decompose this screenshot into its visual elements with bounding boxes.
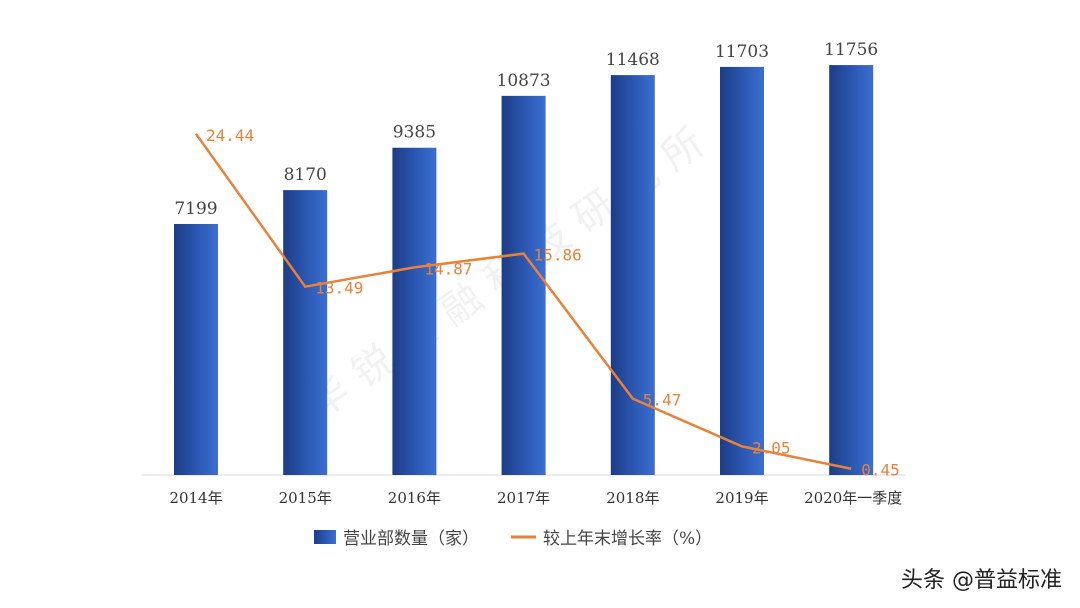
bar-value-label: 10873 (497, 71, 551, 91)
line-value-label: 14.87 (424, 259, 472, 278)
bar (174, 223, 218, 475)
bar-value-label: 9385 (393, 123, 436, 143)
legend-bar-label: 营业部数量（家） (343, 529, 479, 549)
x-tick-label: 2015年 (279, 489, 332, 507)
line-value-label: 5.47 (643, 391, 682, 410)
legend-line-label: 较上年末增长率（%） (543, 529, 712, 549)
bar-value-label: 7199 (174, 199, 217, 219)
bar (283, 190, 328, 475)
bar (720, 66, 764, 476)
x-tick-label: 2016年 (388, 489, 441, 507)
bar-value-label: 11703 (715, 42, 769, 62)
x-tick-label: 2018年 (606, 489, 659, 507)
line-value-label: 13.49 (315, 279, 363, 298)
x-tick-label: 2019年 (715, 489, 768, 507)
x-tick-labels: 2014年 2015年 2016年 2017年 2018年 2019年 2020年一季度 (169, 489, 902, 507)
line-value-label: 0.45 (861, 461, 900, 480)
x-tick-label: 2014年 (169, 489, 222, 507)
bar (501, 95, 546, 475)
bar-value-label: 11756 (824, 40, 878, 60)
x-tick-label: 2017年 (497, 489, 550, 507)
legend: 营业部数量（家） 较上年末增长率（%） (314, 529, 712, 549)
credit-text: 头条 @普益标准 (901, 568, 1062, 593)
line-value-label: 24.44 (206, 126, 254, 145)
bar-series: 7199 8170 9385 10873 11468 11703 11756 (174, 40, 878, 476)
line-value-label: 2.05 (752, 438, 791, 457)
line-value-label: 15.86 (534, 246, 582, 265)
bar (610, 75, 655, 475)
bar (392, 147, 437, 475)
x-tick-label: 2020年一季度 (804, 489, 902, 507)
line-series: 24.44 13.49 14.87 15.86 5.47 2.05 0.45 (194, 126, 900, 480)
bar-value-label: 11468 (606, 50, 660, 70)
legend-bar-swatch (314, 530, 336, 544)
bar-value-label: 8170 (284, 165, 327, 185)
bar (829, 65, 874, 475)
